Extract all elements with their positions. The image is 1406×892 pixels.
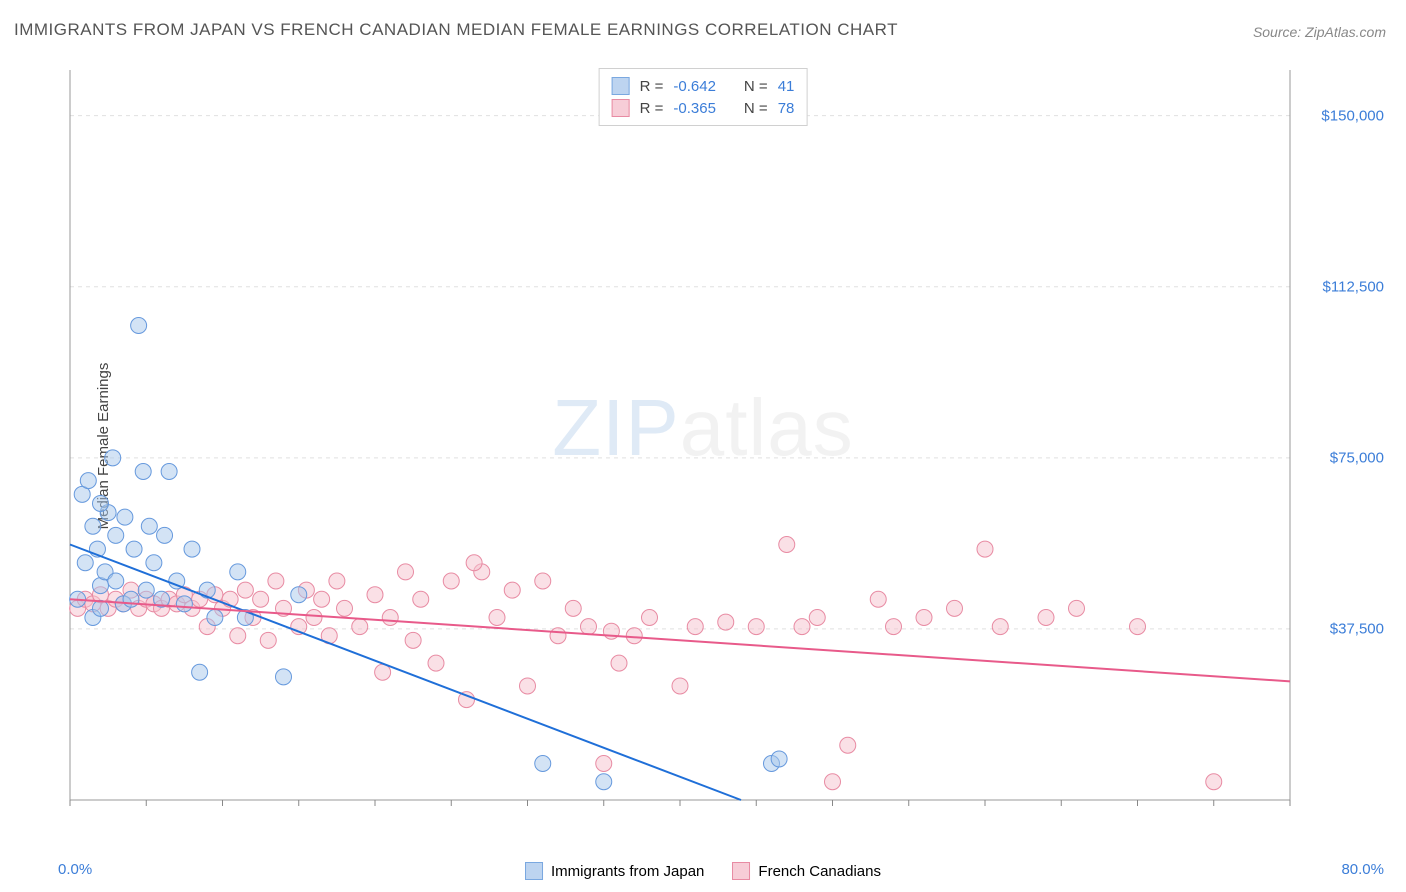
legend-swatch-japan (612, 77, 630, 95)
y-tick-label: $37,500 (1330, 620, 1384, 637)
correlation-legend: R = -0.642 N = 41 R = -0.365 N = 78 (599, 68, 808, 126)
n-label: N = (744, 100, 768, 117)
legend-item-french: French Canadians (732, 862, 881, 880)
legend-item-japan: Immigrants from Japan (525, 862, 704, 880)
legend-swatch-french (612, 99, 630, 117)
correlation-row-1: R = -0.365 N = 78 (612, 97, 795, 119)
y-tick-label: $150,000 (1321, 107, 1384, 124)
n-label: N = (744, 78, 768, 95)
legend-label: Immigrants from Japan (551, 863, 704, 880)
series-legend: Immigrants from Japan French Canadians (525, 862, 881, 880)
chart-svg (50, 60, 1350, 840)
chart-title: IMMIGRANTS FROM JAPAN VS FRENCH CANADIAN… (14, 20, 898, 40)
legend-label: French Canadians (758, 863, 881, 880)
r-label: R = (640, 78, 664, 95)
n-value: 78 (778, 100, 795, 117)
source-attribution: Source: ZipAtlas.com (1253, 24, 1386, 40)
correlation-row-0: R = -0.642 N = 41 (612, 75, 795, 97)
r-value: -0.365 (673, 100, 716, 117)
y-tick-label: $112,500 (1323, 278, 1384, 295)
x-tick-end: 80.0% (1341, 861, 1384, 878)
r-value: -0.642 (673, 78, 716, 95)
y-tick-label: $75,000 (1330, 449, 1384, 466)
chart-container: IMMIGRANTS FROM JAPAN VS FRENCH CANADIAN… (0, 0, 1406, 892)
x-tick-start: 0.0% (58, 861, 92, 878)
plot-area (50, 60, 1350, 840)
legend-swatch-japan-icon (525, 862, 543, 880)
legend-swatch-french-icon (732, 862, 750, 880)
r-label: R = (640, 100, 664, 117)
n-value: 41 (778, 78, 795, 95)
